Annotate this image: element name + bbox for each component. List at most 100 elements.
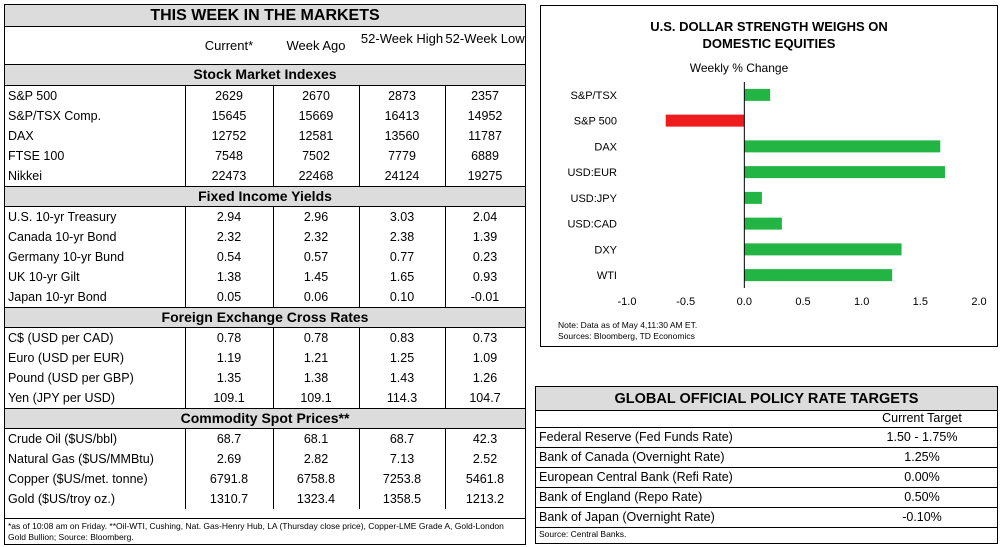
markets-footnote: *as of 10:08 am on Friday. **Oil-WTI, Cu…	[5, 518, 525, 544]
row-label: Japan 10-yr Bond	[8, 290, 107, 304]
table-row: Natural Gas ($US/MMBtu) 2.69 2.82 7.13 2.52	[5, 449, 525, 469]
chart-bar	[744, 140, 941, 153]
cell-current: 1.38	[216, 270, 242, 284]
row-label: Germany 10-yr Bund	[8, 250, 125, 264]
cell-low: 11787	[468, 129, 502, 143]
cell-low: 14952	[467, 109, 503, 123]
col-week-ago: Week Ago	[286, 38, 346, 53]
chart-category-label: USD:EUR	[567, 167, 617, 179]
cell-current: 7548	[215, 149, 243, 163]
markets-title: THIS WEEK IN THE MARKETS	[5, 5, 525, 27]
cell-current: 6791.8	[209, 472, 249, 486]
section-commodities: Crude Oil ($US/bbl) 68.7 68.1 68.7 42.3 Natu…	[5, 429, 525, 509]
cell-low: 0.73	[472, 331, 498, 345]
table-row: Bank of Canada (Overnight Rate) 1.25%	[536, 447, 997, 467]
row-label: Gold ($US/troy oz.)	[8, 492, 115, 506]
cell-week-ago: 12581	[298, 129, 334, 143]
col-current: Current*	[204, 38, 254, 53]
cell-high: 0.10	[389, 290, 415, 304]
chart-bar	[744, 88, 771, 101]
chart-x-tick-label: 1.5	[913, 296, 928, 308]
cell-rate: 0.00%	[904, 470, 940, 484]
cell-low: 1213.2	[465, 492, 505, 506]
cell-current: 2.32	[216, 230, 242, 244]
cell-current: 2.69	[216, 452, 242, 466]
chart-category-label: USD:CAD	[567, 219, 617, 231]
cell-high: 13560	[384, 129, 420, 143]
cell-rate: 1.50 - 1.75%	[886, 430, 958, 444]
chart-bar	[744, 217, 782, 230]
cell-low: 6889	[471, 149, 499, 163]
chart-category-label: DAX	[594, 141, 617, 153]
cell-current: 22473	[211, 169, 247, 183]
chart-x-tick-labels: -1.0 -0.5 0.0 0.5 1.0 1.5 2.0	[618, 296, 987, 308]
chart-x-tick-label: 0.0	[737, 296, 752, 308]
cell-current: 15645	[211, 109, 247, 123]
cell-low: 42.3	[472, 432, 498, 446]
cell-high: 7253.8	[382, 472, 422, 486]
row-label: Pound (USD per GBP)	[8, 371, 134, 385]
cell-week-ago: 1.38	[303, 371, 329, 385]
table-row: Japan 10-yr Bond 0.05 0.06 0.10 -0.01	[5, 287, 525, 307]
cell-week-ago: 109.1	[300, 391, 332, 405]
chart-x-tick-label: 1.0	[854, 296, 869, 308]
chart-category-label: DXY	[594, 244, 617, 256]
cell-rate: 1.25%	[904, 450, 940, 464]
cell-high: 1.25	[389, 351, 415, 365]
row-label: Canada 10-yr Bond	[8, 230, 117, 244]
table-row: UK 10-yr Gilt 1.38 1.45 1.65 0.93	[5, 267, 525, 287]
cell-low: 19275	[467, 169, 503, 183]
cell-week-ago: 7502	[302, 149, 330, 163]
section-title-stock-indexes: Stock Market Indexes	[5, 65, 525, 86]
col-52wk-low: 52-Week Low	[445, 31, 525, 46]
table-row: Copper ($US/met. tonne) 6791.8 6758.8 7253.…	[5, 469, 525, 489]
policy-column-header: Current Target	[536, 411, 997, 427]
cell-high: 16413	[384, 109, 420, 123]
row-label: Natural Gas ($US/MMBtu)	[8, 452, 154, 466]
cell-current: 109.1	[213, 391, 245, 405]
cell-week-ago: 2.82	[303, 452, 329, 466]
row-label: FTSE 100	[8, 149, 65, 163]
table-row: U.S. 10-yr Treasury 2.94 2.96 3.03 2.04	[5, 207, 525, 227]
cell-low: 104.7	[469, 391, 501, 405]
col-current-target: Current Target	[882, 411, 962, 425]
col-52wk-high: 52-Week High	[360, 31, 444, 46]
table-row: Nikkei 22473 22468 24124 19275	[5, 166, 525, 186]
chart-x-tick-label: 0.5	[795, 296, 810, 308]
cell-week-ago: 1.21	[303, 351, 329, 365]
cell-week-ago: 68.1	[303, 432, 329, 446]
cell-high: 2873	[388, 89, 416, 103]
table-row: Pound (USD per GBP) 1.35 1.38 1.43 1.26	[5, 368, 525, 388]
chart-bar	[744, 191, 762, 204]
table-row: Bank of England (Repo Rate) 0.50%	[536, 487, 997, 507]
cell-current: 1310.7	[209, 492, 249, 506]
chart-category-label: S&P 500	[574, 116, 617, 128]
cell-week-ago: 1.45	[303, 270, 329, 284]
section-stock-indexes: S&P 500 2629 2670 2873 2357 S&P/TSX Comp. 156…	[5, 86, 525, 186]
row-label: C$ (USD per CAD)	[8, 331, 114, 345]
chart-category-label: S&P/TSX	[571, 90, 618, 102]
cell-current: 0.05	[216, 290, 242, 304]
cell-current: 68.7	[216, 432, 242, 446]
table-row: Yen (JPY per USD) 109.1 109.1 114.3 104.7	[5, 388, 525, 408]
cell-current: 2.94	[216, 210, 242, 224]
cell-high: 24124	[384, 169, 420, 183]
chart-bar	[665, 114, 745, 127]
cell-low: 2.04	[472, 210, 498, 224]
cell-week-ago: 6758.8	[296, 472, 336, 486]
row-label: Euro (USD per EUR)	[8, 351, 124, 365]
row-label: U.S. 10-yr Treasury	[8, 210, 117, 224]
cell-week-ago: 2.32	[303, 230, 329, 244]
row-label: S&P/TSX Comp.	[8, 109, 102, 123]
table-row: Federal Reserve (Fed Funds Rate) 1.50 - 1…	[536, 427, 997, 447]
cell-low: 1.39	[472, 230, 498, 244]
policy-title: GLOBAL OFFICIAL POLICY RATE TARGETS	[536, 387, 997, 411]
row-label: Federal Reserve (Fed Funds Rate)	[539, 430, 733, 444]
row-label: Yen (JPY per USD)	[8, 391, 115, 405]
cell-low: -0.01	[470, 290, 500, 304]
cell-high: 1358.5	[382, 492, 422, 506]
chart-bars	[665, 88, 945, 282]
table-row: S&P 500 2629 2670 2873 2357	[5, 86, 525, 106]
cell-high: 0.77	[389, 250, 415, 264]
cell-high: 1.43	[389, 371, 415, 385]
